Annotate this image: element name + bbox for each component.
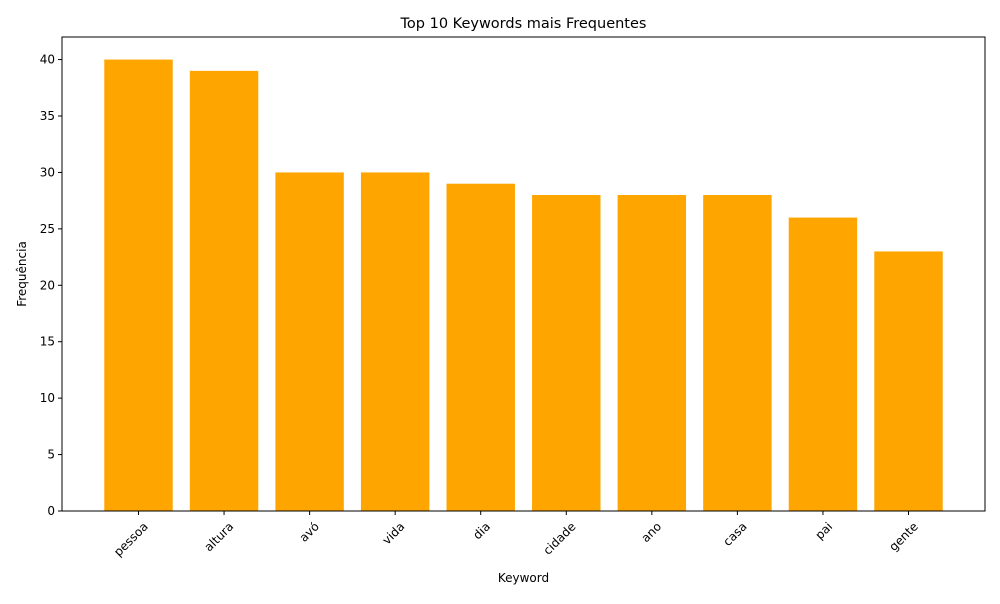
- x-tick-label: cidade: [541, 519, 579, 557]
- x-tick-label: altura: [202, 519, 237, 554]
- x-tick-label: casa: [720, 519, 749, 548]
- x-tick-label: pessoa: [111, 519, 151, 559]
- x-axis-label: Keyword: [498, 571, 549, 585]
- bar-altura: [189, 70, 259, 512]
- bar-ano: [617, 195, 687, 511]
- plot-frame: [61, 36, 986, 512]
- y-tick-label: 15: [40, 335, 55, 349]
- x-tick-label: pai: [812, 519, 835, 542]
- x-tick-label: dia: [470, 519, 493, 542]
- y-axis-label: Frequência: [15, 241, 29, 307]
- y-tick-label: 20: [40, 278, 55, 292]
- y-tick-label: 25: [40, 222, 55, 236]
- y-tick-label: 30: [40, 165, 55, 179]
- chart-title: Top 10 Keywords mais Frequentes: [400, 16, 647, 32]
- x-tick-label: avó: [297, 519, 322, 544]
- x-tick-label: vida: [380, 519, 408, 547]
- y-tick-label: 10: [40, 391, 55, 405]
- bars-group: [104, 59, 943, 512]
- bar-dia: [446, 183, 515, 511]
- bar-pai: [788, 217, 858, 511]
- x-tick-label: gente: [886, 519, 920, 553]
- bar-avó: [275, 172, 344, 511]
- x-tick-label: ano: [638, 519, 664, 545]
- y-tick-label: 5: [47, 448, 55, 462]
- bar-vida: [360, 172, 430, 511]
- bar-casa: [703, 195, 772, 511]
- x-axis: pessoa altura avó vida dia cidade ano casa pai ge…: [111, 511, 921, 559]
- bar-cidade: [532, 195, 601, 511]
- y-tick-label: 0: [47, 504, 55, 518]
- y-axis: 0 5 10 15 20 25 30 35 40: [40, 53, 62, 518]
- y-tick-label: 40: [40, 53, 55, 67]
- y-tick-label: 35: [40, 109, 55, 123]
- bar-pessoa: [104, 59, 173, 511]
- bar-gente: [874, 251, 943, 511]
